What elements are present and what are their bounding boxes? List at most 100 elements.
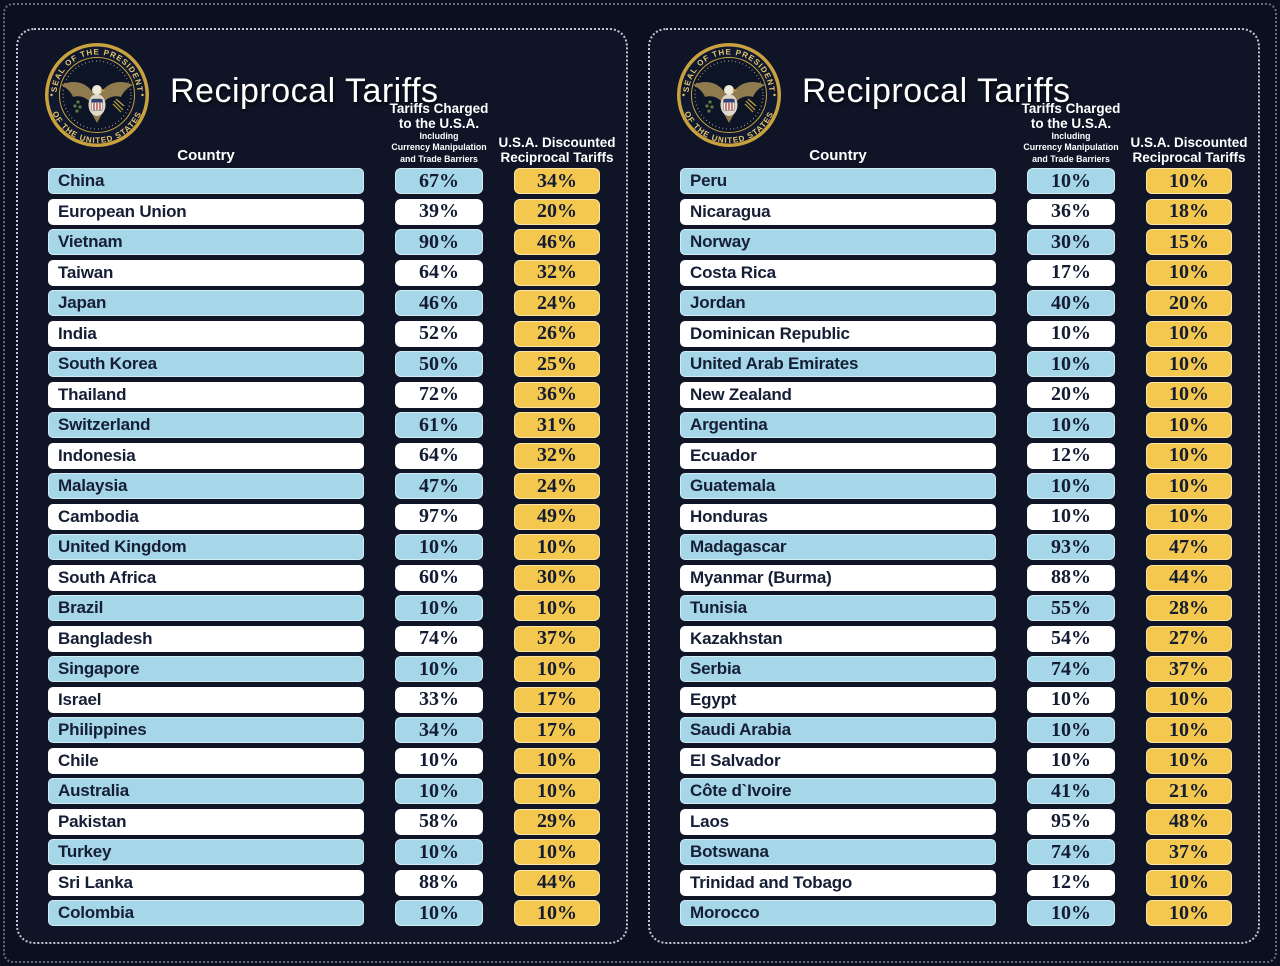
usa-discounted-cell: 25% bbox=[514, 351, 600, 377]
country-cell: Kazakhstan bbox=[680, 625, 996, 652]
tariff-charged-cell: 10% bbox=[395, 839, 483, 865]
table-row: China 67% 34% bbox=[48, 168, 600, 194]
usa-discounted-cell: 10% bbox=[514, 656, 600, 682]
country-cell: Australia bbox=[48, 778, 364, 804]
usa-discounted-cell: 20% bbox=[1146, 290, 1232, 316]
country-cell: Botswana bbox=[680, 839, 996, 865]
table-row: Saudi Arabia 10% 10% bbox=[680, 717, 1232, 743]
usa-discounted-cell: 32% bbox=[514, 442, 600, 469]
country-cell: Costa Rica bbox=[680, 259, 996, 286]
usa-discounted-cell: 17% bbox=[514, 686, 600, 713]
usa-discounted-cell: 47% bbox=[1146, 534, 1232, 560]
tariff-charged-cell: 50% bbox=[395, 351, 483, 377]
tariff-charged-cell: 20% bbox=[1027, 381, 1115, 408]
country-cell: Côte d`Ivoire bbox=[680, 778, 996, 804]
table-row: Morocco 10% 10% bbox=[680, 900, 1232, 926]
tariff-table: Peru 10% 10% Nicaragua 36% 18% Norway 30% 15% Cos… bbox=[650, 168, 1258, 926]
table-row: El Salvador 10% 10% bbox=[680, 747, 1232, 774]
country-cell: Jordan bbox=[680, 290, 996, 316]
tariff-charged-cell: 88% bbox=[1027, 564, 1115, 591]
tariff-panel-right: SEAL OF THE PRESIDENT OF THE UNITED STAT… bbox=[648, 28, 1260, 944]
table-row: Nicaragua 36% 18% bbox=[680, 198, 1232, 225]
country-cell: Trinidad and Tobago bbox=[680, 869, 996, 896]
table-row: Bangladesh 74% 37% bbox=[48, 625, 600, 652]
country-cell: Serbia bbox=[680, 656, 996, 682]
usa-discounted-cell: 27% bbox=[1146, 625, 1232, 652]
tariff-charged-cell: 72% bbox=[395, 381, 483, 408]
country-cell: United Kingdom bbox=[48, 534, 364, 560]
usa-discounted-cell: 10% bbox=[514, 534, 600, 560]
tariff-charged-cell: 61% bbox=[395, 412, 483, 438]
tariff-charged-cell: 36% bbox=[1027, 198, 1115, 225]
country-cell: Egypt bbox=[680, 686, 996, 713]
table-row: Serbia 74% 37% bbox=[680, 656, 1232, 682]
panel-header: SEAL OF THE PRESIDENT OF THE UNITED STAT… bbox=[650, 30, 1258, 168]
table-row: Sri Lanka 88% 44% bbox=[48, 869, 600, 896]
usa-discounted-cell: 10% bbox=[514, 900, 600, 926]
tariff-charged-cell: 74% bbox=[1027, 656, 1115, 682]
usa-discounted-cell: 17% bbox=[514, 717, 600, 743]
country-cell: Switzerland bbox=[48, 412, 364, 438]
tariff-charged-cell: 10% bbox=[1027, 900, 1115, 926]
country-cell: Sri Lanka bbox=[48, 869, 364, 896]
table-row: South Korea 50% 25% bbox=[48, 351, 600, 377]
table-row: Egypt 10% 10% bbox=[680, 686, 1232, 713]
tariff-charged-cell: 60% bbox=[395, 564, 483, 591]
country-cell: South Korea bbox=[48, 351, 364, 377]
usa-discounted-cell: 10% bbox=[514, 778, 600, 804]
usa-discounted-cell: 24% bbox=[514, 290, 600, 316]
tariff-charged-cell: 10% bbox=[1027, 686, 1115, 713]
table-row: Chile 10% 10% bbox=[48, 747, 600, 774]
table-row: Argentina 10% 10% bbox=[680, 412, 1232, 438]
country-cell: Honduras bbox=[680, 503, 996, 530]
tariff-charged-cell: 17% bbox=[1027, 259, 1115, 286]
table-row: Jordan 40% 20% bbox=[680, 290, 1232, 316]
table-row: Australia 10% 10% bbox=[48, 778, 600, 804]
country-cell: Vietnam bbox=[48, 229, 364, 255]
tariff-charged-cell: 54% bbox=[1027, 625, 1115, 652]
country-cell: China bbox=[48, 168, 364, 194]
page-title: Reciprocal Tariffs bbox=[170, 72, 439, 110]
column-header-usa-discounted: U.S.A. Discounted Reciprocal Tariffs bbox=[498, 134, 616, 165]
presidential-seal-icon: SEAL OF THE PRESIDENT OF THE UNITED STAT… bbox=[676, 42, 782, 148]
table-row: United Kingdom 10% 10% bbox=[48, 534, 600, 560]
tariff-charged-cell: 10% bbox=[1027, 351, 1115, 377]
usa-discounted-cell: 31% bbox=[514, 412, 600, 438]
country-cell: Nicaragua bbox=[680, 198, 996, 225]
country-cell: Thailand bbox=[48, 381, 364, 408]
country-cell: European Union bbox=[48, 198, 364, 225]
tariff-charged-cell: 46% bbox=[395, 290, 483, 316]
tariff-charged-cell: 10% bbox=[395, 534, 483, 560]
table-row: Israel 33% 17% bbox=[48, 686, 600, 713]
usa-discounted-cell: 10% bbox=[1146, 717, 1232, 743]
country-cell: Madagascar bbox=[680, 534, 996, 560]
tariff-panel-left: SEAL OF THE PRESIDENT OF THE UNITED STAT… bbox=[16, 28, 628, 944]
country-cell: Peru bbox=[680, 168, 996, 194]
country-cell: Turkey bbox=[48, 839, 364, 865]
panel-header: SEAL OF THE PRESIDENT OF THE UNITED STAT… bbox=[18, 30, 626, 168]
tariff-charged-cell: 10% bbox=[1027, 168, 1115, 194]
country-cell: Guatemala bbox=[680, 473, 996, 499]
usa-discounted-cell: 10% bbox=[1146, 168, 1232, 194]
tariff-charged-cell: 10% bbox=[1027, 412, 1115, 438]
country-cell: Malaysia bbox=[48, 473, 364, 499]
usa-discounted-cell: 10% bbox=[1146, 503, 1232, 530]
table-row: Cambodia 97% 49% bbox=[48, 503, 600, 530]
eagle-icon bbox=[61, 82, 133, 123]
column-header-tariffs-charged: Tariffs Charged to the U.S.A. Including … bbox=[389, 100, 489, 164]
usa-discounted-cell: 37% bbox=[1146, 839, 1232, 865]
country-cell: Dominican Republic bbox=[680, 320, 996, 347]
table-row: Singapore 10% 10% bbox=[48, 656, 600, 682]
tariff-charged-cell: 33% bbox=[395, 686, 483, 713]
table-row: European Union 39% 20% bbox=[48, 198, 600, 225]
table-row: Côte d`Ivoire 41% 21% bbox=[680, 778, 1232, 804]
table-row: Madagascar 93% 47% bbox=[680, 534, 1232, 560]
usa-discounted-cell: 48% bbox=[1146, 808, 1232, 835]
tariff-charged-cell: 52% bbox=[395, 320, 483, 347]
table-row: Pakistan 58% 29% bbox=[48, 808, 600, 835]
tariff-charged-cell: 88% bbox=[395, 869, 483, 896]
usa-discounted-cell: 37% bbox=[1146, 656, 1232, 682]
table-row: Brazil 10% 10% bbox=[48, 595, 600, 621]
usa-discounted-cell: 30% bbox=[514, 564, 600, 591]
table-row: Myanmar (Burma) 88% 44% bbox=[680, 564, 1232, 591]
